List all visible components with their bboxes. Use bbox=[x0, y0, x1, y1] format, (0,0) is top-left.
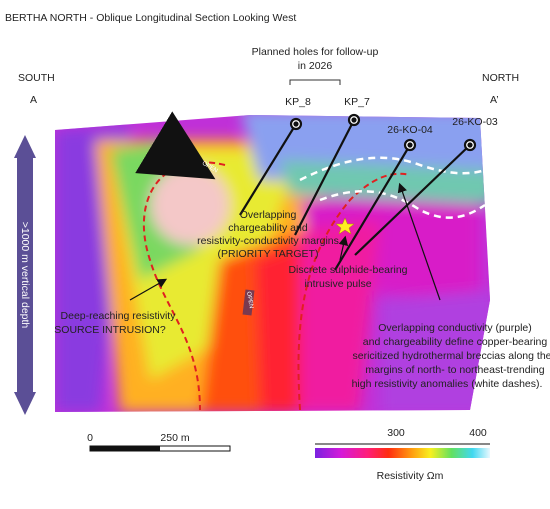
scale-bar bbox=[89, 445, 231, 452]
annotation: Discrete sulphide-bearing bbox=[288, 264, 407, 276]
annotation: resistivity-conductivity margins bbox=[197, 235, 339, 247]
depth-arrow bbox=[14, 135, 36, 415]
colorbar-tick: 300 bbox=[387, 427, 405, 439]
annotation: Overlapping conductivity (purple) bbox=[378, 322, 532, 334]
planned-label: Planned holes for follow-up bbox=[252, 46, 379, 58]
hole-label: 26-KO-03 bbox=[452, 116, 498, 128]
title: BERTHA NORTH - Oblique Longitudinal Sect… bbox=[5, 12, 296, 24]
colorbar-label: Resistivity Ωm bbox=[377, 470, 444, 482]
depth-label: >1000 m vertical depth bbox=[19, 222, 31, 329]
annotation: SOURCE INTRUSION? bbox=[54, 324, 166, 336]
bracket bbox=[289, 79, 341, 85]
scale-label: 250 m bbox=[160, 432, 189, 444]
hole-label: KP_8 bbox=[285, 96, 311, 108]
scale-label: 0 bbox=[87, 432, 93, 444]
hole-label: KP_7 bbox=[344, 96, 370, 108]
annotation: chargeability and bbox=[228, 222, 308, 234]
open-label: OPEN bbox=[245, 291, 254, 309]
drill-holes bbox=[239, 113, 477, 271]
direction: NORTH bbox=[482, 72, 519, 84]
annotation: (PRIORITY TARGET) bbox=[218, 248, 319, 260]
interpretation-lines bbox=[135, 111, 486, 411]
section-end: A’ bbox=[490, 94, 499, 106]
annotation: Deep-reaching resistivity bbox=[61, 310, 177, 322]
direction: SOUTH bbox=[18, 72, 55, 84]
annotation: margins of north- to northeast-trending bbox=[365, 364, 544, 376]
section-end: A bbox=[30, 94, 37, 106]
annotation: high resistivity anomalies (white dashes… bbox=[352, 378, 543, 390]
hole-label: 26-KO-04 bbox=[387, 124, 433, 136]
colorbar-tick: 400 bbox=[469, 427, 487, 439]
annotation: sericitized hydrothermal breccias along … bbox=[352, 350, 550, 362]
annotation: intrusive pulse bbox=[304, 278, 371, 290]
annotations: Overlapping chargeability and resistivit… bbox=[54, 182, 550, 390]
annotation: and chargeability define copper-bearing bbox=[363, 336, 548, 348]
colorbar bbox=[315, 448, 490, 458]
planned-label: in 2026 bbox=[298, 60, 333, 72]
annotation: Overlapping bbox=[240, 209, 297, 221]
star bbox=[335, 217, 355, 235]
